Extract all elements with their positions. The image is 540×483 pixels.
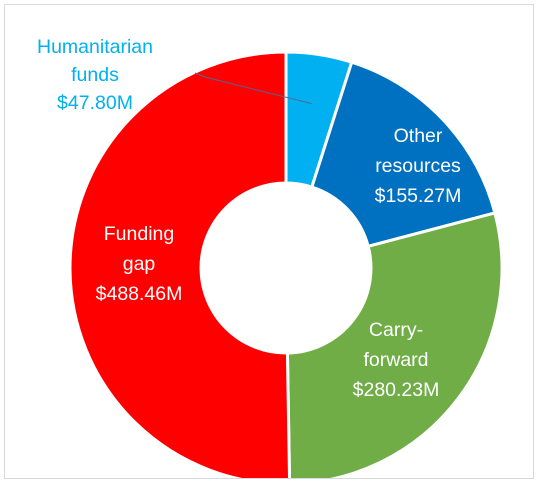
data-label-line: gap (123, 253, 156, 275)
data-label-line: funds (71, 64, 119, 86)
slice-other-resources (309, 60, 497, 249)
data-label-line: Carry- (369, 319, 423, 341)
data-label-line: resources (375, 155, 461, 177)
slice-carry-forward (285, 211, 504, 478)
leader-line-humanitarian-funds (194, 72, 312, 105)
donut-chart: Humanitarian funds $47.80M Other resources $1… (37, 36, 504, 478)
slice-funding-gap (68, 50, 292, 478)
data-label-line: forward (363, 349, 428, 371)
data-label-line: $280.23M (353, 379, 440, 401)
chart-frame: Humanitarian funds $47.80M Other resources $1… (4, 4, 534, 479)
data-label-line: Funding (104, 223, 174, 245)
data-label-funding-gap: Funding gap $488.46M (96, 223, 183, 305)
data-label-line: $47.80M (57, 92, 133, 114)
data-label-humanitarian-funds: Humanitarian funds $47.80M (37, 36, 153, 114)
data-label-line: Other (394, 125, 443, 147)
data-label-carry-forward: Carry-forward $280.23M (353, 319, 440, 401)
data-label-line: Humanitarian (37, 36, 153, 58)
data-label-other-resources: Other resources $155.27M (375, 125, 462, 207)
data-label-line: $488.46M (96, 283, 183, 305)
data-label-line: $155.27M (375, 185, 462, 207)
